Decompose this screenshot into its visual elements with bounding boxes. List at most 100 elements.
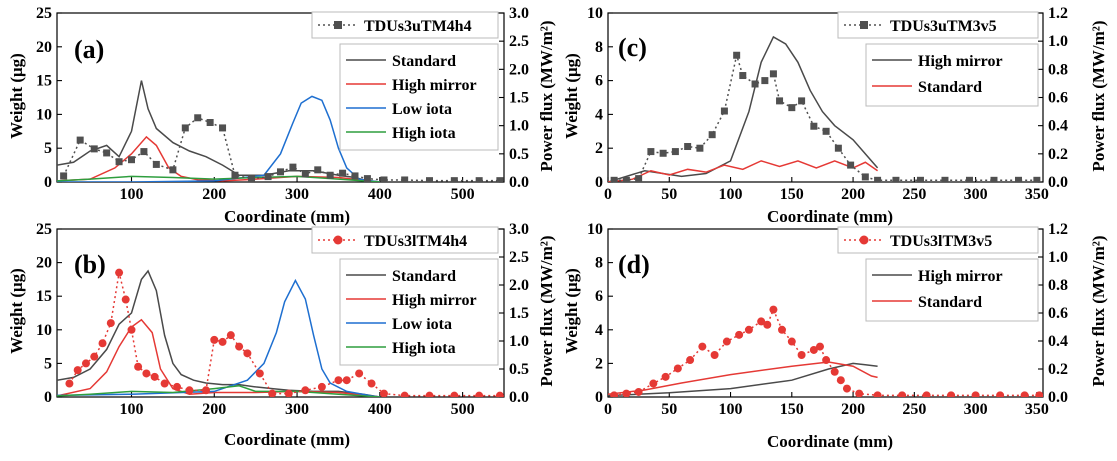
panel-c-y2tick-label: 1.0: [1048, 33, 1068, 50]
weight-point: [367, 379, 376, 388]
series-high-mirror-legend-label: High mirror: [392, 77, 477, 94]
panel-a-xlabel: Coordinate (mm): [224, 207, 350, 226]
panel-b-y2label: Power flux (MW/m²): [537, 235, 556, 386]
weight-point: [150, 372, 159, 381]
weight-point: [326, 171, 334, 179]
panel-c-xtick-label: 200: [841, 186, 865, 203]
panel-d-ytick-label: 0: [595, 389, 603, 406]
weight-point: [810, 122, 818, 130]
weight-point: [90, 352, 99, 361]
panel-a-ytick-label: 5: [44, 140, 52, 157]
panel-b-y2tick-label: 2.5: [509, 249, 529, 266]
panel-a-ytick-label: 0: [44, 174, 52, 191]
weight-point: [160, 379, 169, 388]
panel-b-xtick-label: 400: [368, 401, 392, 418]
series-high-iota-line: [57, 175, 380, 182]
weight-point: [1014, 176, 1022, 182]
panel-c-y2tick-label: 1.2: [1048, 5, 1068, 22]
panel-a-y2label: Power flux (MW/m²): [537, 20, 556, 171]
weight-point: [788, 104, 796, 112]
weight-point: [363, 175, 371, 182]
panel-c: Weight (μg) Power flux (MW/m²) Coordinat…: [562, 5, 1108, 226]
panel-c-xtick-label: 50: [661, 186, 677, 203]
weight-point: [922, 391, 931, 397]
panel-b-xtick-label: 100: [120, 401, 144, 418]
weight-point: [686, 356, 695, 365]
weight-point: [317, 382, 326, 391]
panel-b-ytick-label: 5: [44, 355, 52, 372]
panel-a-ytick-label: 10: [36, 106, 52, 123]
panel-b-ylabel: Weight (μg): [7, 268, 26, 354]
weight-point: [661, 372, 670, 381]
weight-point: [339, 169, 347, 177]
flux-legend-box: [865, 258, 1039, 322]
weight-point: [98, 339, 107, 348]
panel-d-xtick-label: 100: [719, 401, 743, 418]
weight-point: [206, 119, 214, 127]
weight-point: [622, 176, 630, 182]
weight-point: [425, 391, 434, 397]
weight-point: [965, 176, 973, 182]
weight-point: [1033, 176, 1041, 182]
panel-c-y2tick-label: 0.4: [1048, 118, 1068, 135]
panel-b: Weight (μg) Power flux (MW/m²) Coordinat…: [7, 221, 556, 449]
panel-d-ytick-label: 6: [595, 288, 603, 305]
panel-d-ylabel: Weight (μg): [562, 268, 581, 354]
panel-d-y2tick-label: 0.0: [1048, 389, 1068, 406]
weight-legend-box: [837, 226, 1039, 254]
flux-legend-box: [865, 43, 1039, 107]
weight-point: [873, 391, 882, 397]
panel-d-plot-area: [608, 305, 1043, 397]
panel-d-xtick-label: 50: [661, 401, 677, 418]
weight-point: [181, 124, 189, 132]
panel-d-xtick-label: 200: [841, 401, 865, 418]
weight-point: [426, 177, 433, 182]
weight-point: [842, 384, 851, 393]
panel-c-xtick-label: 150: [780, 186, 804, 203]
panel-a-y2tick-label: 0.5: [509, 146, 529, 163]
weight-point: [787, 337, 796, 346]
weight-point: [610, 391, 619, 397]
weight-point: [649, 379, 658, 388]
series-standard-line: [57, 80, 380, 182]
weight-point: [947, 391, 956, 397]
weight-point: [235, 342, 244, 351]
panel-a-xtick-label: 100: [120, 186, 144, 203]
weight-point: [289, 163, 297, 171]
panel-a-letter: (a): [74, 35, 104, 64]
series-high-mirror-legend-label: High mirror: [392, 292, 477, 309]
weight-point: [722, 337, 731, 346]
panel-c-ylabel: Weight (μg): [562, 53, 581, 139]
series-high-iota-legend-label: High iota: [392, 340, 456, 357]
weight-point: [450, 177, 458, 182]
panel-b-ytick-label: 10: [36, 322, 52, 339]
series-high-mirror-legend-label: High mirror: [918, 268, 1003, 285]
weight-point: [475, 177, 483, 182]
panel-d-ytick-label: 8: [595, 255, 603, 272]
weight-point: [255, 369, 264, 378]
panel-b-xtick-label: 200: [202, 401, 226, 418]
weight-point: [301, 386, 310, 395]
weight-point: [763, 320, 772, 329]
panel-a: Weight (μg) Power flux (MW/m²) Coordinat…: [7, 5, 556, 226]
weight-point: [90, 145, 98, 153]
weight-point: [822, 127, 830, 135]
weight-legend-label: TDUs3lTM3v5: [890, 233, 992, 250]
weight-point: [622, 389, 631, 397]
panel-a-y2tick-label: 3.0: [509, 5, 529, 22]
weight-point: [355, 369, 364, 378]
weight-point: [822, 356, 831, 365]
weight-point: [134, 362, 143, 371]
panel-b-ytick-label: 15: [36, 288, 52, 305]
panel-a-xtick-label: 200: [202, 186, 226, 203]
panel-c-ytick-label: 8: [595, 39, 603, 56]
weight-point: [847, 161, 855, 169]
weight-point: [941, 176, 949, 182]
panel-a-y2tick-label: 1.0: [509, 118, 529, 135]
weight-point: [647, 148, 655, 156]
weight-point: [76, 136, 84, 144]
weight-point: [659, 149, 667, 157]
weight-point: [401, 176, 409, 182]
weight-point: [301, 170, 309, 178]
